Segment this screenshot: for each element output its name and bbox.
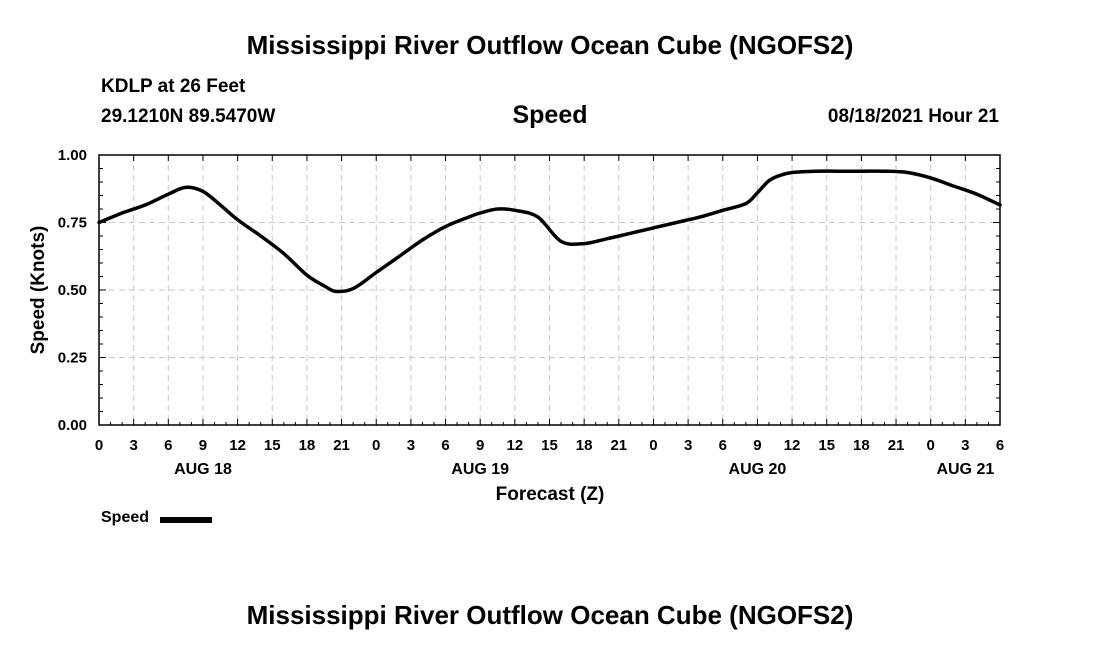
x-tick-label: 12 <box>229 437 246 454</box>
station-label: KDLP at 26 Feet <box>101 76 246 97</box>
x-tick-label: 0 <box>372 437 380 454</box>
x-tick-label: 3 <box>961 437 969 454</box>
x-tick-label: 3 <box>684 437 692 454</box>
x-tick-label: 9 <box>753 437 761 454</box>
date-label: AUG 18 <box>174 461 232 478</box>
y-tick-label: 1.00 <box>58 147 87 164</box>
coordinates-label: 29.1210N 89.5470W <box>101 106 276 127</box>
chart-title: Speed <box>512 101 588 129</box>
y-tick-label: 0.25 <box>58 350 87 367</box>
x-tick-label: 21 <box>610 437 627 454</box>
x-tick-label: 0 <box>95 437 103 454</box>
x-tick-label: 0 <box>927 437 935 454</box>
x-tick-label: 0 <box>649 437 657 454</box>
legend-label: Speed <box>101 509 150 526</box>
grid <box>99 155 1000 425</box>
x-tick-label: 21 <box>888 437 905 454</box>
x-tick-label: 3 <box>407 437 415 454</box>
y-tick-label: 0.75 <box>58 215 87 232</box>
x-tick-label: 15 <box>264 437 281 454</box>
x-tick-label: 18 <box>299 437 316 454</box>
x-tick-label: 18 <box>853 437 870 454</box>
x-tick-label: 12 <box>784 437 801 454</box>
x-tick-label: 15 <box>818 437 835 454</box>
x-tick-label: 6 <box>719 437 727 454</box>
series-line-speed <box>97 169 1002 294</box>
x-tick-label: 3 <box>129 437 137 454</box>
x-tick-label: 15 <box>541 437 558 454</box>
x-tick-label: 6 <box>441 437 449 454</box>
date-labels: AUG 18 AUG 19 AUG 20 AUG 21 <box>174 461 994 478</box>
date-label: AUG 21 <box>936 461 994 478</box>
run-time-label: 08/18/2021 Hour 21 <box>827 106 999 127</box>
date-label: AUG 20 <box>729 461 787 478</box>
x-tick-label: 18 <box>576 437 593 454</box>
footer-title: Mississippi River Outflow Ocean Cube (NG… <box>246 600 854 630</box>
x-tick-label: 21 <box>333 437 350 454</box>
y-tick-label: 0.00 <box>58 417 87 434</box>
x-tick-label: 6 <box>996 437 1004 454</box>
y-tick-label: 0.50 <box>58 282 87 299</box>
x-tick-label: 6 <box>164 437 172 454</box>
x-tick-label: 9 <box>199 437 207 454</box>
page-title: Mississippi River Outflow Ocean Cube (NG… <box>246 30 854 60</box>
y-axis-ticks: 0.00 0.25 0.50 0.75 1.00 <box>58 147 1000 434</box>
date-label: AUG 19 <box>451 461 509 478</box>
y-axis-label: Speed (Knots) <box>28 226 49 355</box>
x-axis-label: Forecast (Z) <box>496 484 605 505</box>
x-tick-label: 9 <box>476 437 484 454</box>
x-tick-label: 12 <box>507 437 524 454</box>
legend-swatch <box>160 517 212 523</box>
x-axis-ticks: 0 3 6 9 12 15 18 21 0 3 6 9 12 15 18 21 0 3 6 9 12 15 18 21 0 3 6 <box>95 155 1004 454</box>
series-lines <box>97 169 1002 294</box>
